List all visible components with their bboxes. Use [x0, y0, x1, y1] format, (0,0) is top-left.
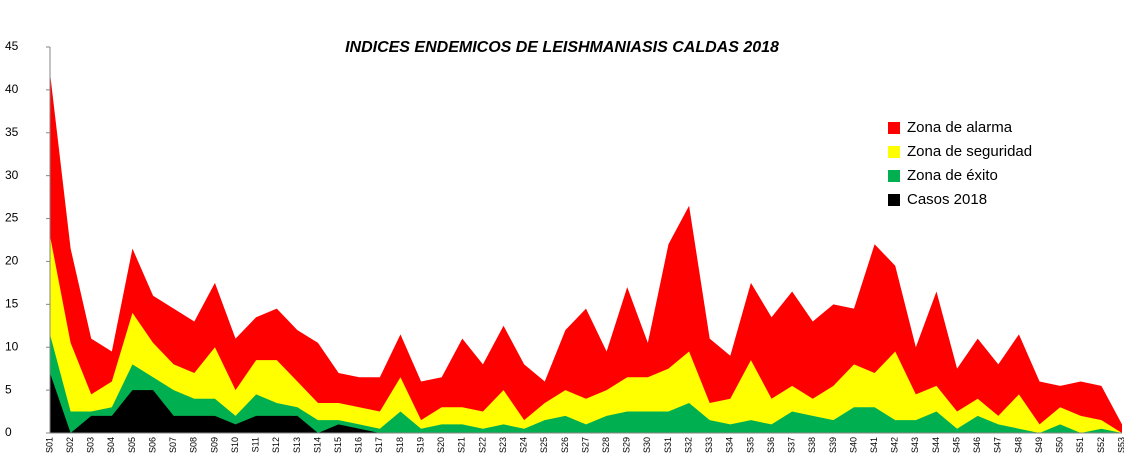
y-tick-label: 0 — [5, 425, 12, 439]
x-tick-label: S38 — [807, 437, 817, 453]
x-tick-label: S48 — [1013, 437, 1023, 453]
legend-label: Zona de alarma — [907, 119, 1013, 136]
x-tick-label: S22 — [477, 437, 487, 453]
legend-label: Zona de éxito — [907, 167, 998, 184]
x-tick-label: S18 — [395, 437, 405, 453]
x-tick-label: S13 — [292, 437, 302, 453]
y-tick-label: 5 — [5, 382, 12, 396]
legend-label: Zona de seguridad — [907, 143, 1032, 160]
y-tick-label: 10 — [5, 339, 19, 353]
x-tick-label: S29 — [622, 437, 632, 453]
area — [50, 334, 1122, 433]
x-tick-label: S17 — [374, 437, 384, 453]
x-tick-label: S10 — [230, 437, 240, 453]
x-tick-label: S52 — [1096, 437, 1106, 453]
legend-swatch — [888, 122, 900, 134]
legend-label: Casos 2018 — [907, 191, 987, 208]
x-tick-label: S16 — [354, 437, 364, 453]
x-tick-label: S53 — [1116, 437, 1124, 453]
y-tick-label: 30 — [5, 168, 19, 182]
area — [50, 235, 1122, 433]
x-tick-label: S21 — [457, 437, 467, 453]
x-tick-label: S35 — [745, 437, 755, 453]
y-tick-label: 45 — [5, 39, 19, 53]
x-tick-label: S09 — [209, 437, 219, 453]
x-tick-label: S27 — [580, 437, 590, 453]
legend-swatch — [888, 194, 900, 206]
x-tick-label: S40 — [848, 437, 858, 453]
x-tick-label: S05 — [127, 437, 137, 453]
x-tick-label: S24 — [519, 437, 529, 453]
x-tick-label: S42 — [890, 437, 900, 453]
x-tick-label: S19 — [415, 437, 425, 453]
legend-swatch — [888, 146, 900, 158]
area — [50, 372, 1122, 433]
x-tick-label: S23 — [498, 437, 508, 453]
x-tick-label: S32 — [683, 437, 693, 453]
x-tick-label: S04 — [106, 437, 116, 453]
x-tick-label: S44 — [931, 437, 941, 453]
x-tick-label: S36 — [766, 437, 776, 453]
x-tick-label: S31 — [663, 437, 673, 453]
x-tick-label: S20 — [436, 437, 446, 453]
y-tick-label: 25 — [5, 211, 19, 225]
x-tick-label: S12 — [271, 437, 281, 453]
x-tick-label: S25 — [539, 437, 549, 453]
y-tick-label: 20 — [5, 254, 19, 268]
x-tick-label: S33 — [704, 437, 714, 453]
area — [50, 72, 1122, 433]
x-tick-label: S47 — [993, 437, 1003, 453]
x-tick-label: S41 — [869, 437, 879, 453]
x-tick-label: S51 — [1075, 437, 1085, 453]
x-tick-label: S50 — [1055, 437, 1065, 453]
x-tick-label: S03 — [86, 437, 96, 453]
x-tick-label: S49 — [1034, 437, 1044, 453]
x-tick-label: S39 — [828, 437, 838, 453]
x-tick-label: S02 — [65, 437, 75, 453]
x-tick-label: S43 — [910, 437, 920, 453]
y-tick-label: 40 — [5, 82, 19, 96]
x-tick-label: S06 — [147, 437, 157, 453]
chart-title: INDICES ENDEMICOS DE LEISHMANIASIS CALDA… — [345, 39, 779, 56]
legend-swatch — [888, 170, 900, 182]
x-tick-label: S28 — [601, 437, 611, 453]
x-tick-label: S11 — [251, 437, 261, 452]
x-tick-label: S26 — [560, 437, 570, 453]
y-tick-label: 15 — [5, 297, 19, 311]
y-tick-label: 35 — [5, 125, 19, 139]
x-tick-label: S30 — [642, 437, 652, 453]
x-tick-label: S07 — [168, 437, 178, 453]
x-tick-label: S08 — [189, 437, 199, 453]
x-tick-label: S14 — [312, 437, 322, 453]
x-tick-label: S37 — [787, 437, 797, 453]
x-tick-label: S45 — [951, 437, 961, 453]
x-tick-label: S46 — [972, 437, 982, 453]
x-tick-label: S34 — [725, 437, 735, 453]
x-tick-label: S15 — [333, 437, 343, 453]
x-tick-label: S01 — [44, 437, 54, 453]
